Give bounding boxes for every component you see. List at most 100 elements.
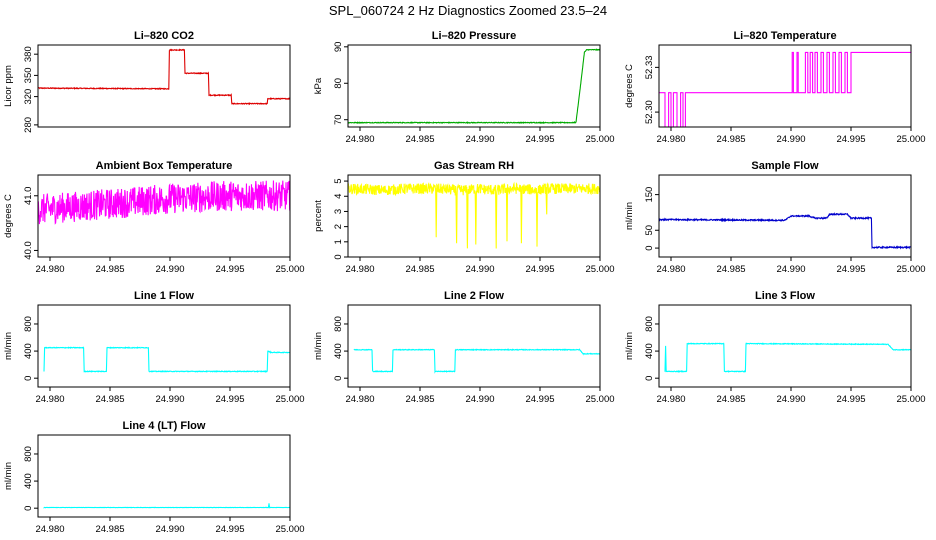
y-tick-label: 280 <box>23 117 34 133</box>
y-axis-label: ml/min <box>313 332 324 360</box>
plot-frame <box>347 44 601 128</box>
x-tick-label: 24.985 <box>405 134 434 145</box>
x-tick-label: 25.000 <box>585 394 614 405</box>
x-tick-label: 24.995 <box>525 134 554 145</box>
x-tick-label: 24.980 <box>35 524 64 535</box>
x-tick-label: 24.990 <box>776 134 805 145</box>
panel-co2: Li–820 CO2 280 320 350 380 Licor ppm <box>3 30 291 133</box>
y-tick-label: 90 <box>333 42 344 53</box>
panel-title: Line 4 (LT) Flow <box>123 420 206 432</box>
plot-frame <box>37 304 291 388</box>
x-tick-label: 25.000 <box>896 394 925 405</box>
x-tick-label: 24.995 <box>215 264 244 275</box>
x-tick-label: 24.985 <box>95 524 124 535</box>
y-tick-label: 2 <box>333 224 344 229</box>
panel-line1: Line 1 Flow 0 400 800 24.980 24.985 24.990 24.9… <box>3 290 305 405</box>
x-tick-label: 25.000 <box>896 134 925 145</box>
y-tick-label: 400 <box>333 343 344 359</box>
y-tick-label: 5 <box>333 178 344 183</box>
y-tick-label: 380 <box>23 46 34 62</box>
panel-pressure: Li–820 Pressure 70 80 90 24.980 24.985 24.990 2… <box>313 30 615 145</box>
y-axis-label: percent <box>313 200 324 232</box>
x-tick-label: 25.000 <box>585 264 614 275</box>
plot-frame <box>37 174 291 258</box>
panel-sample: Sample Flow 0 50 150 24.980 24.985 24.990 24.99… <box>624 160 926 275</box>
series-line <box>38 48 290 106</box>
panel-ambient: Ambient Box Temperature 40.0 41.0 24.980 24.… <box>3 160 305 275</box>
x-tick-label: 24.980 <box>35 264 64 275</box>
y-tick-label: 400 <box>23 473 34 489</box>
x-tick-label: 24.995 <box>525 264 554 275</box>
y-tick-label: 0 <box>644 245 655 250</box>
y-tick-label: 52.33 <box>644 55 655 79</box>
x-tick-label: 24.995 <box>836 394 865 405</box>
panel-title: Line 1 Flow <box>134 290 194 302</box>
x-tick-label: 25.000 <box>275 394 304 405</box>
y-tick-label: 0 <box>333 254 344 259</box>
x-tick-label: 24.990 <box>465 394 494 405</box>
y-axis-label: ml/min <box>624 202 635 230</box>
x-tick-label: 24.980 <box>656 264 685 275</box>
x-tick-label: 24.995 <box>525 394 554 405</box>
y-axis-label: ml/min <box>3 332 14 360</box>
x-tick-label: 24.985 <box>716 134 745 145</box>
panel-line2: Line 2 Flow 0 400 800 24.980 24.985 24.990 24.9… <box>313 290 615 405</box>
y-tick-label: 50 <box>644 225 655 236</box>
y-tick-label: 0 <box>23 376 34 381</box>
y-tick-label: 1 <box>333 239 344 244</box>
x-tick-label: 24.995 <box>215 524 244 535</box>
figure-title: SPL_060724 2 Hz Diagnostics Zoomed 23.5–… <box>329 3 607 18</box>
series-line <box>659 212 911 250</box>
plot-frame <box>658 304 912 388</box>
panel-title: Ambient Box Temperature <box>96 160 233 172</box>
x-tick-label: 24.985 <box>716 264 745 275</box>
x-tick-label: 24.995 <box>215 394 244 405</box>
x-tick-label: 24.995 <box>836 264 865 275</box>
x-tick-label: 24.980 <box>345 134 374 145</box>
series-line <box>43 503 290 509</box>
plot-frame <box>347 174 601 258</box>
x-tick-label: 24.985 <box>95 394 124 405</box>
x-tick-label: 24.985 <box>405 264 434 275</box>
x-tick-label: 24.980 <box>656 134 685 145</box>
panel-title: Gas Stream RH <box>434 160 514 172</box>
panel-title: Line 2 Flow <box>444 290 504 302</box>
x-tick-label: 24.980 <box>656 394 685 405</box>
y-tick-label: 320 <box>23 89 34 105</box>
series-line <box>353 348 600 374</box>
panel-line4: Line 4 (LT) Flow 0 400 800 24.980 24.985 24.99… <box>3 420 305 535</box>
y-tick-label: 0 <box>644 376 655 381</box>
y-tick-label: 800 <box>23 446 34 462</box>
y-tick-label: 350 <box>23 67 34 83</box>
x-tick-label: 24.980 <box>345 264 374 275</box>
panel-temperature: Li–820 Temperature 52.30 52.33 24.980 24.985… <box>624 30 926 145</box>
panel-line3: Line 3 Flow 0 400 800 24.980 24.985 24.990 24.9… <box>624 290 926 405</box>
panel-title: Line 3 Flow <box>755 290 815 302</box>
panel-title: Li–820 Pressure <box>432 30 516 42</box>
y-axis-label: kPa <box>313 77 324 94</box>
series-line <box>348 181 600 249</box>
x-tick-label: 24.980 <box>35 394 64 405</box>
plot-frame <box>658 174 912 258</box>
y-tick-label: 52.30 <box>644 100 655 124</box>
plot-frame <box>658 44 912 128</box>
x-tick-label: 25.000 <box>275 264 304 275</box>
x-tick-label: 24.990 <box>155 524 184 535</box>
y-axis-label: degrees C <box>624 64 635 108</box>
y-tick-label: 150 <box>644 187 655 203</box>
x-tick-label: 25.000 <box>275 524 304 535</box>
x-tick-label: 24.990 <box>776 264 805 275</box>
panel-title: Li–820 CO2 <box>134 30 194 42</box>
y-tick-label: 0 <box>23 506 34 511</box>
y-tick-label: 800 <box>23 316 34 332</box>
y-axis-label: ml/min <box>3 462 14 490</box>
y-axis-label: ml/min <box>624 332 635 360</box>
x-tick-label: 24.985 <box>716 394 745 405</box>
series-line <box>348 48 600 125</box>
plot-frame <box>347 304 601 388</box>
y-tick-label: 40.0 <box>23 241 34 260</box>
x-tick-label: 24.990 <box>155 394 184 405</box>
y-axis-label: Licor ppm <box>3 65 14 107</box>
y-tick-label: 400 <box>23 343 34 359</box>
plot-frame <box>37 434 291 518</box>
